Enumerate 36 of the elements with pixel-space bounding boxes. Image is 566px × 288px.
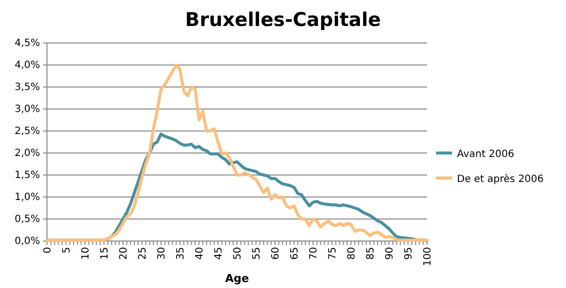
- x-tick-label: 50: [232, 247, 244, 260]
- x-tick-label: 5: [62, 247, 72, 254]
- x-tick-label: 95: [404, 247, 414, 260]
- y-tick-label: 0,0%: [14, 236, 40, 248]
- y-tick-label: 4,0%: [14, 60, 40, 72]
- x-tick-label: 90: [384, 247, 396, 260]
- y-tick-label: 2,5%: [14, 126, 40, 138]
- x-tick-label: 40: [194, 247, 206, 260]
- y-tick-label: 0,5%: [14, 214, 40, 226]
- x-tick-label: 25: [138, 247, 148, 260]
- x-tick-label: 45: [214, 247, 224, 260]
- x-axis-title: Age: [225, 272, 249, 285]
- y-tick-label: 3,5%: [14, 82, 40, 94]
- line-series: [46, 64, 428, 242]
- y-tick-label: 4,5%: [14, 38, 40, 50]
- x-tick-label: 100: [422, 247, 434, 266]
- x-tick-label: 65: [290, 247, 300, 260]
- x-tick-label: 15: [100, 247, 110, 260]
- x-tick-label: 60: [270, 247, 282, 260]
- x-tick-label: 35: [176, 247, 186, 260]
- chart-title: Bruxelles-Capitale: [185, 9, 381, 31]
- y-tick-label: 3,0%: [14, 104, 40, 116]
- x-tick-label: 20: [118, 247, 130, 260]
- x-tick-label: 10: [80, 247, 92, 260]
- x-tick-label: 80: [346, 247, 358, 260]
- x-tick-label: 75: [328, 247, 338, 260]
- x-tick-label: 0: [42, 247, 54, 254]
- y-tick-label: 1,5%: [14, 170, 40, 182]
- y-tick-label: 2,0%: [14, 148, 40, 160]
- x-tick-label: 70: [308, 247, 320, 260]
- x-tick-label: 85: [366, 247, 376, 260]
- legend-label: De et après 2006: [457, 174, 544, 185]
- x-tick-label: 30: [156, 247, 168, 260]
- y-tick-label: 1,0%: [14, 192, 40, 204]
- legend-label: Avant 2006: [457, 149, 514, 160]
- x-tick-label: 55: [252, 247, 262, 260]
